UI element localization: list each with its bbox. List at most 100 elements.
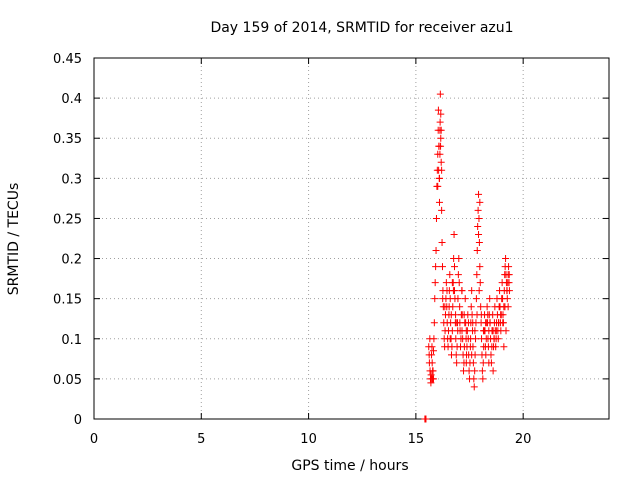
data-point [434,182,442,190]
data-point [437,134,445,142]
data-point [430,335,438,343]
data-point [476,198,484,206]
data-point [428,343,436,351]
y-tick-label: 0.3 [61,172,82,187]
x-tick-label: 5 [197,432,205,447]
data-point [483,303,491,311]
data-point [429,347,437,355]
grid [94,58,609,419]
data-point [427,371,435,379]
data-point [471,367,479,375]
data-point [439,295,447,303]
data-point [462,359,470,367]
data-point [477,311,485,319]
data-point [474,206,482,214]
data-point [454,271,462,279]
data-point [438,239,446,247]
data-point [467,303,475,311]
data-point [452,311,460,319]
y-tick-label: 0.35 [53,132,82,147]
data-point [451,287,458,295]
data-point [472,295,480,303]
y-tick-label: 0.25 [53,212,82,227]
data-point [452,351,460,359]
data-point [458,287,466,295]
data-point [476,263,484,271]
data-point [474,222,482,230]
y-tick-label: 0.15 [53,293,82,308]
data-point [473,247,481,255]
chart-title: Day 159 of 2014, SRMTID for receiver azu… [210,20,513,36]
data-point [428,351,436,359]
data-point [479,375,487,383]
data-point [431,279,439,287]
data-point [451,263,458,271]
data-point [438,263,446,271]
data-point [471,327,479,335]
y-tick-label: 0.2 [61,253,82,268]
data-point [436,118,444,126]
data-point [454,295,462,303]
data-point [435,198,443,206]
data-points [421,90,513,423]
x-tick-label: 20 [515,432,532,447]
data-point [477,303,485,311]
x-axis-title: GPS time / hours [291,458,408,474]
data-point [437,126,445,134]
y-axis-title: SRMTID / TECUs [6,183,22,296]
data-point [446,271,454,279]
ticks: 0 0.05 0.1 0.15 0.2 0.25 0.3 0.35 0.4 0.45 0 5 10 15 2… [53,52,609,447]
data-point [461,295,469,303]
data-point [437,110,445,118]
y-tick-label: 0 [74,413,82,428]
data-point [479,327,487,335]
data-point [460,311,468,319]
data-point [484,311,492,319]
data-point [476,279,484,287]
data-point [492,327,500,335]
y-tick-label: 0.4 [61,92,82,107]
data-point [499,319,507,327]
data-point [429,375,437,383]
data-point [432,247,440,255]
data-point [469,343,477,351]
data-point [504,303,512,311]
data-point [448,279,456,287]
data-point [462,327,470,335]
x-tick-label: 15 [408,432,425,447]
data-point [485,359,493,367]
data-point [422,415,430,423]
data-point [502,327,510,335]
data-point [475,190,483,198]
data-point [432,214,440,222]
data-point [453,359,461,367]
data-point [470,375,478,383]
data-point [437,158,445,166]
data-point [470,383,478,391]
data-point [431,295,439,303]
y-tick-label: 0.1 [61,333,82,348]
data-point [435,166,443,174]
data-point [497,311,505,319]
data-point [469,359,477,367]
data-point [486,319,494,327]
data-point [430,319,438,327]
data-point [435,174,443,182]
data-point [436,150,444,158]
data-point [475,287,483,295]
data-point [475,230,483,238]
data-point [435,142,443,150]
data-point [467,335,475,343]
y-tick-label: 0.45 [53,52,82,67]
data-point [469,319,477,327]
data-point [475,239,483,247]
data-point [452,319,460,327]
data-point [436,90,444,98]
data-point [450,230,458,238]
data-point [503,295,511,303]
data-point [443,287,451,295]
data-point [492,343,500,351]
data-point [432,263,440,271]
data-point [428,359,436,367]
